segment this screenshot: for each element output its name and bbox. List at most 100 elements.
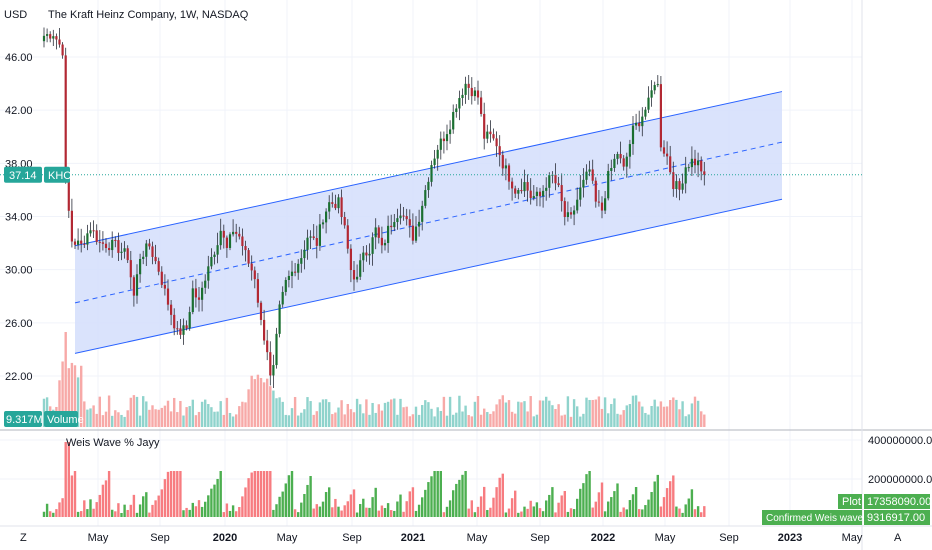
candle-body [656, 84, 659, 86]
time-axis[interactable]: May Sep 2020 May Sep 2021 May Sep 2022 May Sep 2023… [88, 532, 863, 544]
wave-bar [405, 501, 408, 517]
volume-bar [588, 399, 591, 427]
volume-bar [188, 406, 191, 427]
wave-bar [411, 487, 415, 517]
candle-body [579, 187, 582, 200]
candle-body [380, 237, 383, 246]
candle-body [219, 230, 222, 246]
candle-body [371, 237, 374, 254]
indicator-axis[interactable]: 400000000.00 200000000.00 [868, 435, 932, 486]
wave-bar [231, 505, 235, 517]
volume-bar [297, 415, 300, 427]
candle-body [194, 288, 197, 298]
wave-bar [95, 502, 98, 517]
wave-bar [414, 510, 418, 517]
wave-bar [597, 492, 601, 517]
candle-body [365, 252, 368, 256]
wave-bar [262, 471, 266, 517]
candle-body [585, 171, 588, 180]
wave-bar [622, 507, 625, 517]
candle-body [132, 277, 135, 296]
volume-bar [672, 397, 675, 427]
volume-bar [374, 412, 377, 427]
channel-mid-line [74, 141, 783, 304]
candle-body [250, 263, 253, 271]
wave-bar [157, 495, 160, 517]
ticker-label: KHC [48, 170, 71, 182]
time-axis-tick: May [277, 532, 298, 544]
wave-bar [696, 506, 700, 517]
candle-body [306, 237, 309, 250]
volume-bar [498, 399, 501, 427]
volume-bar [427, 402, 430, 427]
time-axis-tick: May [467, 532, 488, 544]
wave-bar [417, 504, 421, 517]
price-tag-value: 37.14 [9, 170, 37, 182]
regression-channel[interactable] [74, 91, 783, 354]
candle-body [123, 248, 126, 252]
wave-bar [49, 511, 52, 517]
candle-body [424, 190, 427, 206]
candle-body [436, 149, 439, 159]
candle-body [399, 215, 402, 219]
wave-bar [427, 482, 430, 517]
wave-bar [479, 496, 483, 517]
wave-bar [331, 507, 334, 517]
volume-bar [579, 416, 582, 427]
volume-bar [303, 409, 306, 427]
wave-bar [703, 506, 706, 517]
timezone-button[interactable]: Z [20, 532, 27, 544]
wave-bar [470, 500, 473, 517]
candle-body [681, 183, 684, 190]
wave-bar [659, 506, 663, 517]
candle-body [312, 236, 315, 239]
candle-body [607, 170, 610, 199]
wave-bar [448, 500, 452, 517]
candle-body [287, 275, 290, 280]
wave-bar [541, 511, 545, 517]
candle-body [675, 181, 678, 189]
candle-body [545, 187, 548, 191]
wave-bar [424, 489, 427, 517]
candle-body [439, 138, 442, 150]
wave-bar [228, 510, 232, 517]
channel-upper-line [74, 91, 783, 247]
wave-bar [365, 507, 368, 517]
wave-bar [52, 512, 55, 517]
wave-bar [588, 471, 591, 517]
volume-bar [526, 411, 529, 427]
wave-bar [340, 510, 343, 517]
volume-bar [225, 397, 229, 427]
volume-bar [669, 400, 672, 427]
volume-bar [665, 406, 669, 427]
volume-bar [638, 401, 641, 427]
volume-bar [582, 413, 585, 427]
volume-bar [495, 404, 498, 427]
candle-body [135, 274, 139, 296]
candle-body [467, 83, 470, 88]
candle-body [294, 271, 297, 273]
candle-body [678, 181, 681, 190]
candle-body [77, 240, 80, 245]
auto-scale-button[interactable]: A [894, 532, 902, 544]
volume-bar [142, 396, 145, 427]
candle-body [591, 169, 594, 181]
wave-bar [222, 512, 225, 517]
wave-bar [557, 502, 560, 517]
candle-body [672, 172, 675, 189]
price-axis-tick: 26.00 [5, 318, 33, 330]
candle-body [151, 246, 154, 257]
volume-bar [439, 410, 442, 427]
volume-bar [191, 399, 194, 427]
candle-body [207, 266, 210, 281]
wave-bar [281, 491, 284, 517]
candle-body [542, 190, 545, 197]
wave-bar [399, 494, 402, 517]
volume-bar [343, 414, 346, 427]
candle-body [259, 302, 263, 320]
wave-bar [452, 490, 455, 517]
wave-bar [154, 500, 157, 517]
candle-body [387, 225, 390, 243]
